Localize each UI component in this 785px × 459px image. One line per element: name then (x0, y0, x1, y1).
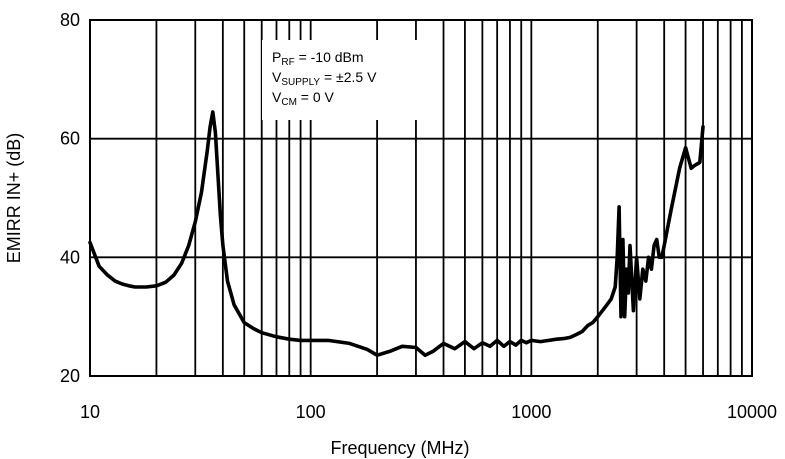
annotation-line: VSUPPLY = ±2.5 V (272, 69, 377, 88)
x-tick-label: 100 (296, 402, 326, 422)
x-axis-label: Frequency (MHz) (330, 438, 469, 458)
y-tick-label: 40 (60, 247, 80, 267)
x-tick-label: 10 (80, 402, 100, 422)
y-tick-label: 20 (60, 366, 80, 386)
y-axis-label: EMIRR IN+ (dB) (4, 133, 24, 264)
grid-lines (90, 20, 752, 376)
series-line (88, 110, 705, 357)
annotation-line: VCM = 0 V (272, 89, 335, 108)
x-tick-label: 10000 (727, 402, 777, 422)
x-tick-label: 1000 (511, 402, 551, 422)
y-tick-label: 60 (60, 129, 80, 149)
y-tick-label: 80 (60, 10, 80, 30)
annotation-line: PRF = -10 dBm (272, 49, 364, 68)
plot-frame (89, 19, 753, 377)
y-tick-labels: 20 40 60 80 (60, 10, 80, 386)
annotation-background (262, 40, 418, 120)
plot-border (89, 19, 753, 377)
x-tick-labels: 10 100 1000 10000 (80, 402, 777, 422)
